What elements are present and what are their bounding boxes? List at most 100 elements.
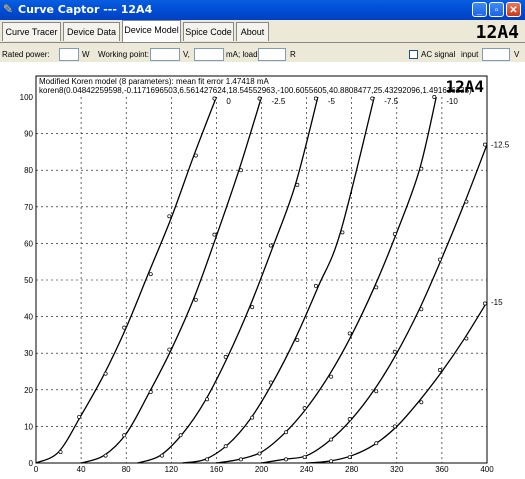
- maximize-button[interactable]: ▫: [489, 2, 504, 17]
- tab-divider: [0, 42, 525, 43]
- y-tick-label: 40: [24, 313, 33, 322]
- series-label: -12.5: [491, 141, 510, 150]
- plot-frame: [35, 75, 488, 464]
- tab-device-data[interactable]: Device Data: [63, 22, 120, 41]
- data-point: [419, 400, 424, 405]
- series-label: -5: [328, 97, 336, 106]
- data-point: [148, 272, 153, 277]
- data-point: [374, 285, 379, 290]
- characteristic-chart: 0 40 80 120 160 200 240 280 320 360 400 0 10 20 30 40 50…: [20, 75, 510, 474]
- y-tick-label: 30: [24, 349, 33, 358]
- data-point: [392, 424, 397, 429]
- ac-signal-checkbox[interactable]: [409, 50, 418, 59]
- window-title: Curve Captor --- 12A4: [18, 3, 153, 16]
- series-line: [261, 144, 488, 464]
- data-point: [103, 371, 108, 376]
- tab-spice-code[interactable]: Spice Code: [183, 22, 234, 41]
- series-line: [182, 96, 375, 464]
- data-point: [313, 96, 318, 101]
- working-point-voltage-input[interactable]: [150, 48, 180, 61]
- data-point: [268, 243, 273, 248]
- data-point: [437, 257, 442, 262]
- data-point: [250, 305, 255, 310]
- x-tick-label: 320: [390, 465, 404, 474]
- load-input[interactable]: [258, 48, 286, 61]
- data-point: [103, 453, 108, 458]
- series-label: -2.5: [272, 97, 286, 106]
- data-point: [313, 283, 318, 288]
- input-label: input: [461, 50, 479, 59]
- series-line: [216, 96, 437, 464]
- data-point: [483, 142, 487, 147]
- data-point: [302, 455, 307, 460]
- y-tick-label: 0: [29, 459, 34, 468]
- series-line: [306, 301, 488, 464]
- data-point: [122, 433, 127, 438]
- y-tick-label: 80: [24, 166, 33, 175]
- data-point: [268, 380, 273, 385]
- data-point: [347, 455, 352, 460]
- y-tick-label: 10: [24, 422, 33, 431]
- tab-curve-tracer[interactable]: Curve Tracer: [2, 22, 61, 41]
- input-voltage-input[interactable]: [482, 48, 510, 61]
- rated-power-input[interactable]: [59, 48, 79, 61]
- x-tick-label: 160: [210, 465, 224, 474]
- data-point: [148, 390, 153, 394]
- series-line: [137, 96, 319, 464]
- series-label: 0: [226, 97, 231, 106]
- ma-load-label: mA; load: [226, 50, 258, 59]
- y-tick-label: 70: [24, 203, 33, 212]
- data-point: [464, 336, 469, 341]
- y-tick-label: 20: [24, 386, 33, 395]
- load-unit: R: [290, 50, 296, 59]
- input-unit: V: [514, 50, 520, 59]
- rated-power-unit: W: [82, 50, 90, 59]
- app-pen-icon: ✎: [3, 2, 14, 16]
- tab-device-model[interactable]: Device Model: [122, 20, 181, 42]
- data-point: [205, 457, 210, 462]
- y-tick-label: 90: [24, 130, 33, 139]
- x-tick-label: 400: [480, 465, 494, 474]
- data-point: [419, 307, 424, 312]
- x-tick-label: 40: [77, 465, 86, 474]
- data-point: [464, 199, 469, 204]
- data-point: [167, 214, 172, 219]
- series-label: -7.5: [384, 97, 398, 106]
- title-bar: ✎ Curve Captor --- 12A4 _ ▫ ✕: [0, 0, 525, 20]
- y-tick-label: 100: [20, 93, 34, 102]
- minimize-button[interactable]: _: [472, 2, 487, 17]
- data-point: [238, 168, 243, 173]
- data-point: [58, 450, 63, 454]
- series-line: [35, 96, 218, 464]
- data-point: [205, 397, 210, 402]
- data-point: [340, 230, 345, 235]
- data-point: [212, 232, 217, 237]
- axis-ticks: 0 40 80 120 160 200 240 280 320 360 400 0 10 20 30 40 50…: [20, 93, 495, 474]
- data-point: [329, 374, 334, 379]
- data-point: [437, 368, 442, 372]
- data-point: [167, 347, 172, 352]
- data-point: [392, 231, 397, 236]
- working-point-label: Working point:: [98, 50, 149, 59]
- data-point: [392, 349, 397, 354]
- rated-power-label: Rated power:: [2, 50, 50, 59]
- x-tick-label: 240: [300, 465, 314, 474]
- chart-device-label: 12A4: [445, 77, 484, 96]
- curve-labels: 0 -2.5 -5 -7.5 -10 -12.5 -15: [226, 97, 509, 307]
- working-point-current-input[interactable]: [194, 48, 224, 61]
- device-name-heading: 12A4: [475, 22, 519, 43]
- data-point: [193, 297, 198, 302]
- data-point: [223, 354, 228, 359]
- chart-title: Modified Koren model (8 parameters): mea…: [39, 77, 270, 86]
- x-tick-label: 80: [122, 465, 131, 474]
- x-tick-label: 120: [165, 465, 179, 474]
- tab-about[interactable]: About: [236, 22, 269, 41]
- data-point: [257, 451, 262, 456]
- close-button[interactable]: ✕: [506, 2, 521, 17]
- data-point: [432, 95, 437, 99]
- series-line: [80, 96, 263, 464]
- data-point: [193, 153, 198, 158]
- data-point: [370, 96, 375, 101]
- data-point: [160, 453, 164, 458]
- data-point: [284, 430, 288, 435]
